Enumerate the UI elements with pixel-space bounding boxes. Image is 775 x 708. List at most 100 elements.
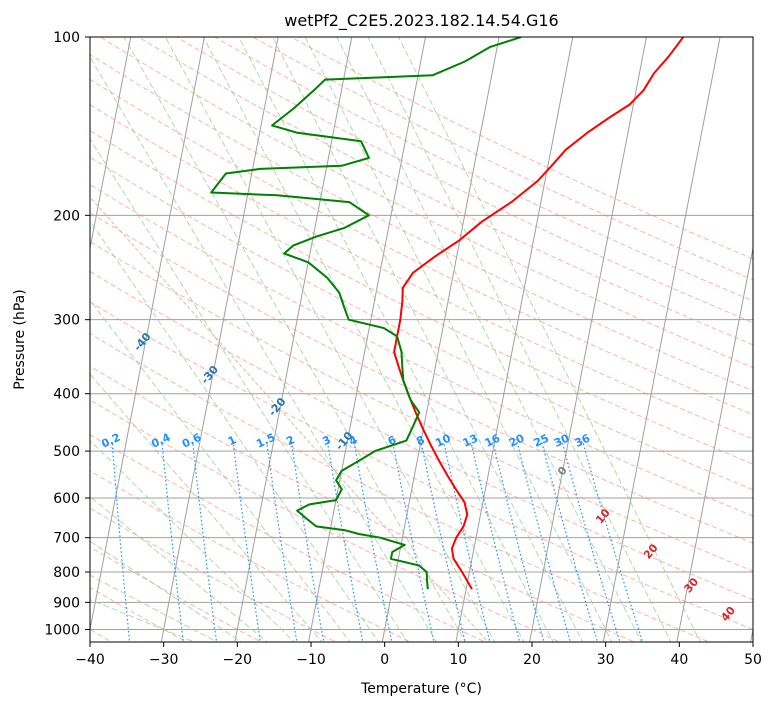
y-tick-label: 900	[53, 595, 80, 611]
moist-adiabat-line	[272, 37, 584, 642]
temperature-line	[393, 37, 685, 590]
mixing-ratio-line	[541, 441, 599, 642]
moist-adiabat-label: 30	[681, 575, 701, 595]
dry-adiabat-line	[290, 37, 753, 260]
dry-adiabat-label: -60	[1, 239, 24, 263]
x-tick-label: 10	[449, 652, 467, 668]
mixing-ratio-label: 16	[483, 431, 503, 449]
y-tick-label: 500	[53, 444, 80, 460]
mixing-ratio-line	[470, 441, 521, 642]
mixing-ratio-line	[232, 441, 261, 642]
y-tick-label: 700	[53, 531, 80, 547]
isotherm-line	[602, 37, 721, 642]
mixing-ratio-label: 0.6	[180, 431, 203, 451]
x-tick-label: −30	[149, 652, 179, 668]
background-lines	[0, 24, 753, 645]
moist-adiabat-label: 40	[718, 604, 738, 624]
isotherm-line	[0, 24, 60, 645]
dewpoint-line	[210, 37, 522, 590]
dry-adiabat-line	[99, 37, 753, 369]
mixing-ratio-line	[582, 441, 644, 642]
dry-adiabat-line	[213, 37, 753, 302]
dry-adiabat-line	[90, 184, 753, 517]
dry-adiabat-line	[90, 470, 412, 642]
mixing-ratio-line	[111, 441, 131, 642]
x-tick-label: 20	[523, 652, 541, 668]
y-axis-label: Pressure (hPa)	[12, 289, 28, 389]
reference-curve	[90, 196, 489, 642]
isotherm-line	[160, 37, 279, 642]
mixing-ratio-label: 13	[461, 432, 480, 450]
dry-adiabat-line	[90, 54, 753, 392]
y-tick-label: 800	[53, 565, 80, 581]
dry-adiabat-line	[90, 434, 487, 642]
chart-title: wetPf2_C2E5.2023.182.14.54.G16	[284, 11, 558, 31]
moist-adiabat-line	[90, 495, 269, 642]
dry-adiabat-label: -30	[198, 363, 221, 387]
dry-adiabat-line	[137, 37, 753, 346]
x-axis-label: Temperature (°C)	[360, 681, 482, 697]
isotherm-line	[381, 37, 500, 642]
x-tick-label: −20	[223, 652, 253, 668]
moist-adiabat-line	[90, 540, 243, 642]
dry-adiabat-line	[251, 37, 753, 281]
moist-adiabat-line	[164, 37, 496, 642]
mixing-ratio-label: 8	[414, 433, 426, 448]
dry-adiabat-label: -50	[66, 286, 89, 310]
mixing-ratio-line	[192, 441, 218, 642]
background-labels: 0.10.20.40.611.52346810131620253036-100-…	[1, 239, 738, 624]
mixing-ratio-label: 20	[507, 431, 527, 449]
moist-adiabat-label: 10	[593, 506, 613, 526]
plot-frame	[89, 36, 754, 643]
mixing-ratio-line	[290, 441, 325, 642]
dry-adiabat-line	[90, 301, 753, 631]
moist-adiabat-line	[367, 37, 672, 642]
moist-adiabat-line	[90, 219, 380, 642]
moist-adiabat-line	[304, 37, 613, 642]
dry-adiabat-line	[90, 586, 188, 642]
mixing-ratio-line	[353, 441, 393, 642]
dry-adiabat-line	[175, 37, 753, 324]
y-tick-label: 400	[53, 387, 80, 403]
mixing-ratio-line	[443, 441, 491, 642]
x-tick-label: 0	[380, 652, 389, 668]
moist-adiabat-line	[90, 373, 323, 642]
mixing-ratio-label: 10	[433, 431, 453, 449]
profile-lines	[210, 37, 685, 590]
moist-adiabat-line	[90, 299, 351, 642]
moist-adiabat-line	[397, 37, 701, 642]
y-tick-label: 200	[53, 208, 80, 224]
dry-adiabat-label: -40	[131, 330, 154, 354]
dry-adiabat-line	[90, 399, 562, 642]
mixing-ratio-label: 0.2	[99, 431, 122, 451]
moist-adiabat-line	[90, 56, 437, 642]
y-tick-label: 300	[53, 313, 80, 329]
isotherm-line	[90, 37, 132, 251]
y-tick-label: 1000	[44, 622, 80, 638]
x-tick-label: 50	[744, 652, 762, 668]
isotherm-line	[676, 245, 753, 642]
x-tick-label: 40	[670, 652, 688, 668]
mixing-ratio-label: 3	[320, 433, 332, 448]
mixing-ratio-label: 25	[532, 432, 551, 450]
mixing-ratio-label: 36	[573, 431, 593, 449]
moist-adiabat-line	[336, 37, 643, 642]
isotherm-line	[308, 37, 426, 642]
dry-adiabat-line	[90, 78, 753, 416]
y-tick-label: 600	[53, 491, 80, 507]
x-tick-label: −10	[296, 652, 326, 668]
isotherm-line	[529, 37, 647, 642]
x-axis-ticks: −40 −30 −20 −10 0 10 20 30 40 50	[75, 642, 762, 668]
y-axis-ticks: 100 200 300 400 500 600 700 800 900 1000	[44, 30, 90, 638]
mixing-ratio-label: 2	[284, 433, 296, 448]
y-tick-label: 100	[53, 30, 80, 46]
dry-adiabat-line	[90, 546, 263, 642]
mixing-ratio-line	[492, 441, 545, 642]
moist-adiabat-line	[202, 37, 525, 642]
mixing-ratio-line	[561, 441, 621, 642]
dry-adiabat-line	[90, 241, 753, 572]
x-tick-label: 30	[597, 652, 615, 668]
dry-adiabat-line	[90, 130, 753, 465]
isotherm-line	[90, 37, 205, 633]
dry-adiabat-line	[90, 365, 636, 642]
